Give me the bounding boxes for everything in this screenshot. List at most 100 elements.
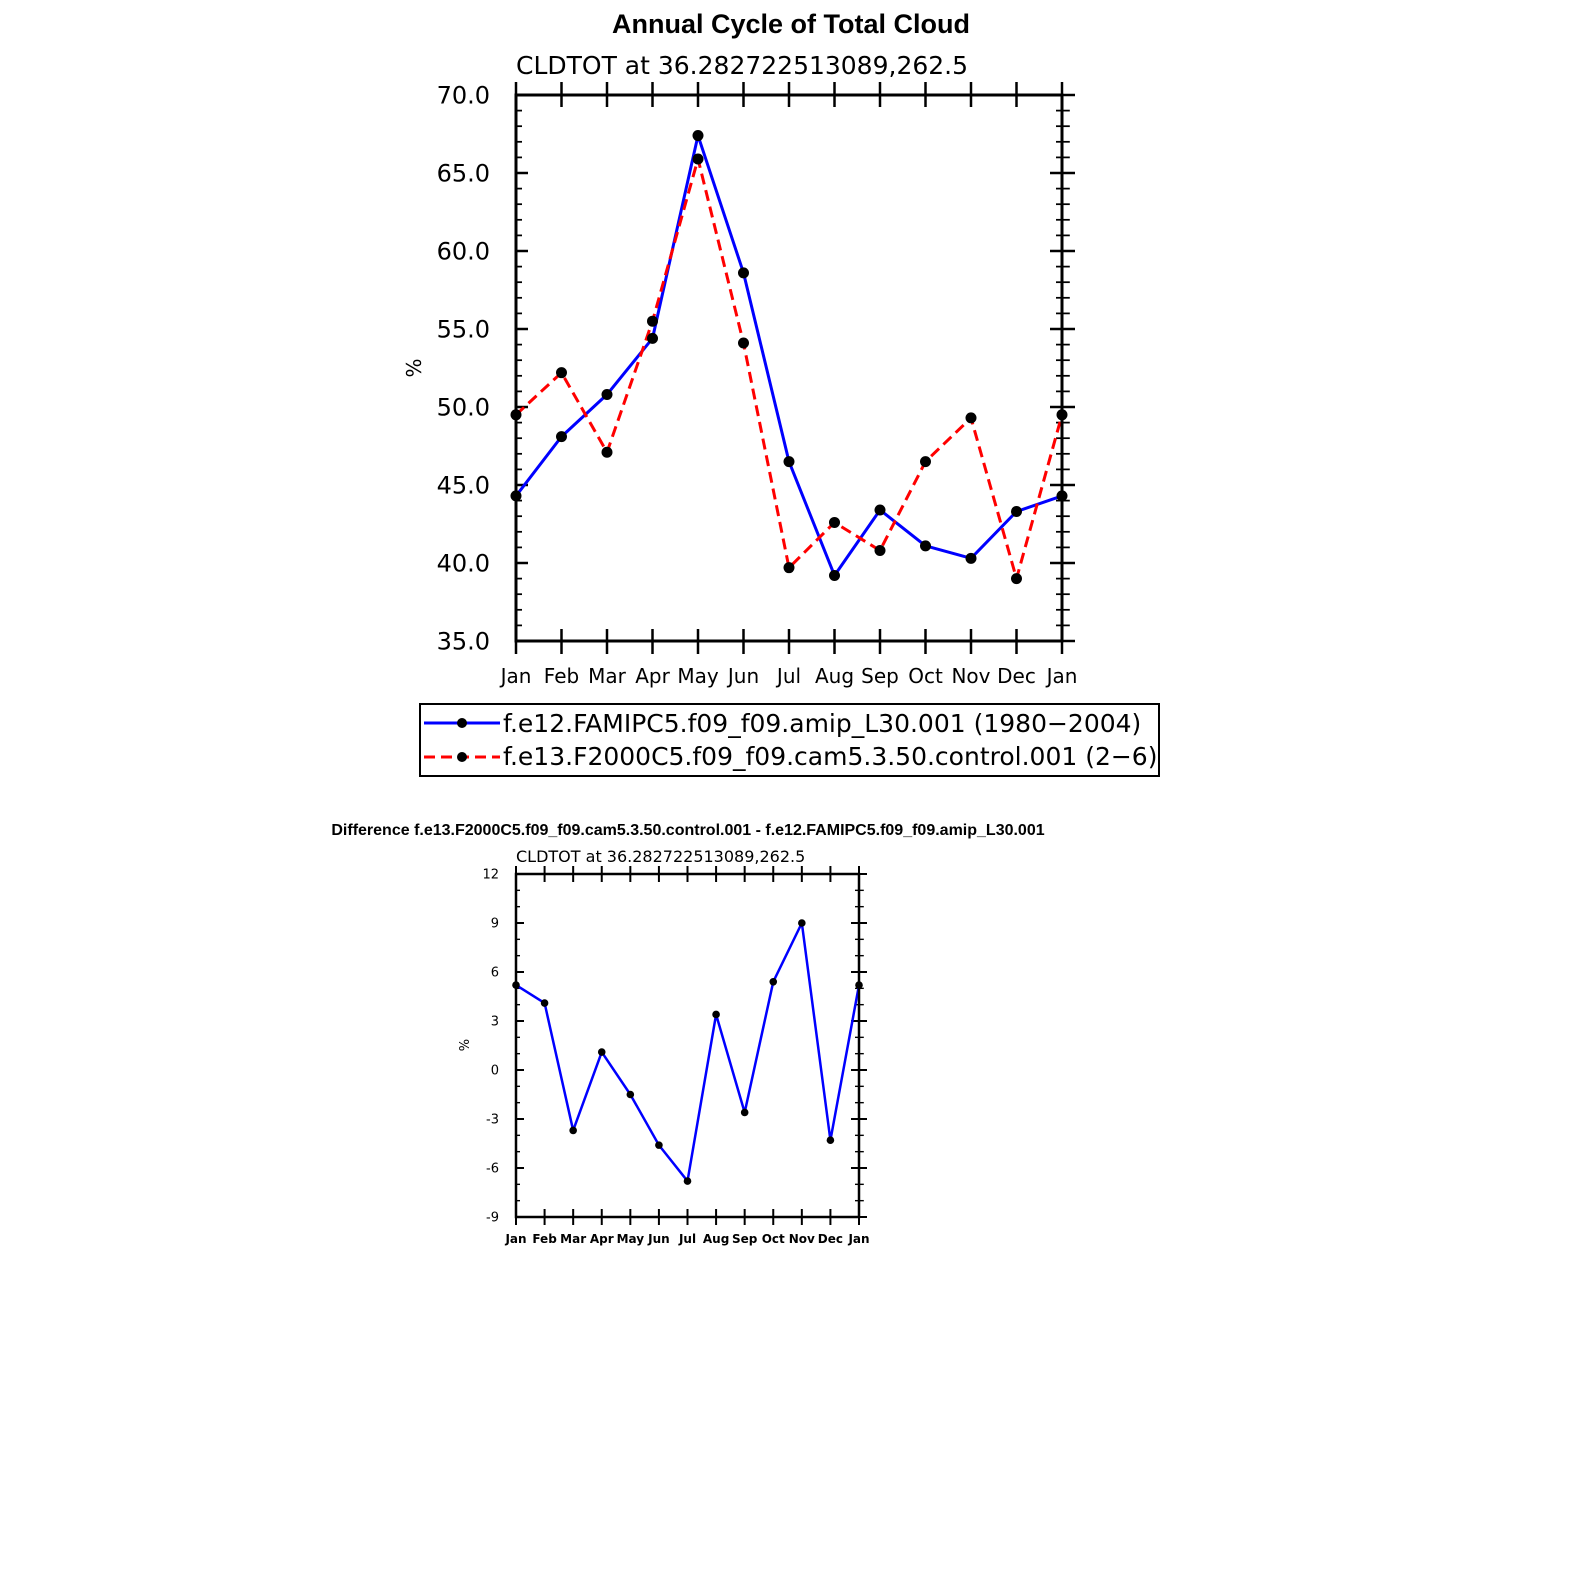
legend-item-series-1: f.e12.FAMIPC5.f09_f09.amip_L30.001 (1980… <box>424 709 1141 738</box>
chart1-ytick-label: 40.0 <box>437 550 490 578</box>
chart2-xtick-label: Jul <box>678 1232 696 1246</box>
chart2-xtick-label: May <box>617 1232 645 1246</box>
legend-item-series-2: f.e13.F2000C5.f09_f09.cam5.3.50.control.… <box>424 742 1157 771</box>
chart1-xtick-label: Jan <box>499 664 532 688</box>
chart2-y-tick-labels: -9 -6 -3 0 3 6 9 12 <box>482 868 499 1226</box>
chart2-ytick-label: -6 <box>486 1162 499 1177</box>
chart2-series-1-point <box>769 978 778 986</box>
chart1-ytick-label: 50.0 <box>437 394 490 422</box>
chart1-series-1-point <box>874 504 886 516</box>
chart1-xtick-label: Apr <box>635 664 670 688</box>
chart1-ytick-label: 65.0 <box>437 160 490 188</box>
chart1-series-1-point <box>920 540 931 552</box>
chart1-plot-frame <box>514 93 1064 643</box>
chart1-series-1-point <box>783 456 795 468</box>
chart2-xtick-label: Aug <box>703 1232 729 1246</box>
chart1-x-tick-labels: Jan Feb Mar Apr May Jun Jul Aug Sep Oct Nov Dec Jan <box>499 664 1078 688</box>
chart1-series-1-point <box>647 332 658 344</box>
chart2-axes <box>515 866 867 1225</box>
legend-label-series-1: f.e12.FAMIPC5.f09_f09.amip_L30.001 (1980… <box>503 709 1141 738</box>
chart2-ytick-label: -9 <box>486 1211 499 1226</box>
chart1-series-1-point <box>738 267 749 279</box>
chart1-series-2-point <box>556 367 567 379</box>
chart1-ylabel: % <box>402 358 426 377</box>
chart1-xtick-label: Aug <box>815 664 854 688</box>
chart2-ytick-label: 3 <box>491 1015 499 1030</box>
chart2-ytick-label: -3 <box>486 1113 499 1128</box>
chart2-xtick-label: Mar <box>560 1232 586 1246</box>
chart2-series-1-point <box>655 1141 663 1149</box>
chart1-ytick-label: 60.0 <box>437 238 490 266</box>
chart1-ytick-label: 55.0 <box>437 316 490 344</box>
chart2-ytick-label: 12 <box>482 868 499 883</box>
chart1-series-2-line <box>514 157 1064 581</box>
chart2-series-1-point <box>626 1090 635 1099</box>
chart2-ytick-label: 0 <box>491 1064 499 1079</box>
chart2-xtick-label: Jan <box>847 1232 869 1246</box>
chart1-series-1-line <box>514 134 1063 577</box>
chart1-series-2-point <box>1011 573 1022 585</box>
chart1-ytick-label: 70.0 <box>437 82 490 110</box>
chart1-series-1-point <box>1011 506 1022 518</box>
chart1-series-1-point <box>556 431 567 443</box>
chart1-ytick-label: 45.0 <box>437 472 490 500</box>
chart2-series-1-point <box>569 1126 577 1135</box>
chart2-ylabel: % <box>458 1039 473 1051</box>
chart2-xtick-label: Feb <box>532 1232 557 1246</box>
chart1-axes <box>514 82 1075 654</box>
chart2-ytick-label: 9 <box>491 917 499 932</box>
chart2-xtick-label: Nov <box>789 1232 815 1246</box>
chart1-y-tick-labels: 35.0 40.0 45.0 50.0 55.0 60.0 65.0 70.0 <box>437 82 490 656</box>
chart1-subtitle: CLDTOT at 36.282722513089,262.5 <box>516 51 968 80</box>
chart2-xtick-label: Sep <box>732 1232 758 1246</box>
chart2-xtick-label: Oct <box>762 1232 785 1246</box>
chart2-series-1-point <box>712 1010 720 1019</box>
chart2-xtick-label: Jan <box>504 1232 526 1246</box>
chart2-title: Difference f.e13.F2000C5.f09_f09.cam5.3.… <box>331 822 1044 839</box>
chart2-series-1-point <box>683 1177 692 1185</box>
chart1-series-2-point <box>738 337 749 349</box>
chart1-xtick-label: Dec <box>997 664 1036 688</box>
chart2-series-1-point <box>740 1108 749 1117</box>
legend-marker-series-2 <box>457 752 467 762</box>
chart1-series-1-point <box>692 130 704 142</box>
chart2-subtitle: CLDTOT at 36.282722513089,262.5 <box>516 847 805 866</box>
chart1-series-2-point <box>965 412 977 424</box>
chart1-xtick-label: Mar <box>588 664 627 688</box>
chart1-xtick-label: Feb <box>544 664 579 688</box>
chart2-ytick-label: 6 <box>491 966 499 981</box>
chart2-series-1-point <box>798 919 806 927</box>
chart1-xtick-label: Jul <box>775 664 801 688</box>
chart1-series-2-point <box>692 153 704 165</box>
chart1-series-2-point <box>874 545 886 557</box>
chart2-series-1-point <box>597 1048 606 1056</box>
chart1-series-1-point <box>829 569 840 581</box>
chart1-series-2-point <box>920 456 931 468</box>
legend-label-series-2: f.e13.F2000C5.f09_f09.cam5.3.50.control.… <box>503 742 1157 771</box>
chart1-legend: f.e12.FAMIPC5.f09_f09.amip_L30.001 (1980… <box>419 703 1160 777</box>
chart1-series-2-point <box>601 446 613 458</box>
chart2-series-1-point <box>826 1136 835 1145</box>
chart2-xtick-label: Dec <box>818 1232 843 1246</box>
chart1-xtick-label: Jan <box>1045 664 1078 688</box>
chart1-series <box>510 130 1068 585</box>
chart2-series-1-line <box>515 921 861 1183</box>
difference-chart: Difference f.e13.F2000C5.f09_f09.cam5.3.… <box>331 822 1044 1246</box>
chart1-series-2-point <box>647 315 658 327</box>
chart1-xtick-label: Nov <box>951 664 990 688</box>
chart1-xtick-label: Sep <box>861 664 899 688</box>
chart2-series-1-point <box>540 999 549 1007</box>
chart2-plot-frame <box>514 872 861 1219</box>
legend-box <box>419 703 1160 777</box>
chart2-x-tick-labels: Jan Feb Mar Apr May Jun Jul Aug Sep Oct Nov Dec Jan <box>504 1232 869 1246</box>
chart1-ytick-label: 35.0 <box>437 628 490 656</box>
legend-marker-series-1 <box>457 718 467 728</box>
chart1-xtick-label: Oct <box>908 664 943 688</box>
chart1-series-1-point <box>601 389 613 401</box>
chart1-xtick-label: May <box>677 664 719 688</box>
annual-cycle-chart: Annual Cycle of Total Cloud CLDTOT at 36… <box>402 9 1160 777</box>
chart1-xtick-label: Jun <box>726 664 759 688</box>
chart1-series-2-point <box>829 516 840 528</box>
chart2-xtick-label: Apr <box>590 1232 614 1246</box>
